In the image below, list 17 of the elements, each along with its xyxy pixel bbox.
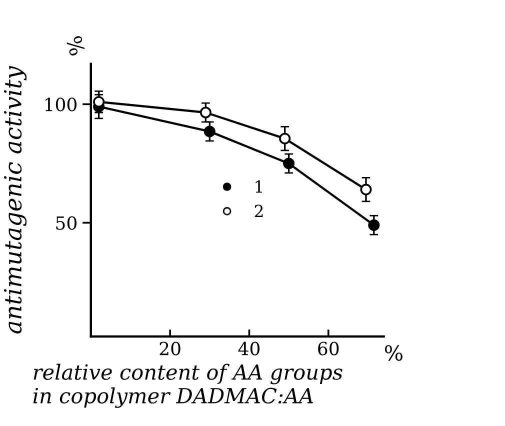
y-axis-title: antimutagenic activity [4,66,27,334]
y-tick-label: 100 [45,98,77,112]
x-axis-title: relative content of AA groups in copolymer DADMAC:AA [33,364,342,408]
text: % [384,345,402,361]
point [283,158,295,170]
x-tick-label: 60 [318,342,339,356]
y-tick-label: 50 [56,216,77,230]
x-tick-label: 40 [238,342,260,356]
point [368,219,380,231]
legend-label: 2 [254,204,263,218]
legend-label: 1 [256,180,262,193]
x-tick-label: 20 [160,342,180,356]
text: % [66,35,86,56]
point [279,132,291,144]
point [204,126,216,138]
point [200,106,212,118]
point [360,184,372,196]
